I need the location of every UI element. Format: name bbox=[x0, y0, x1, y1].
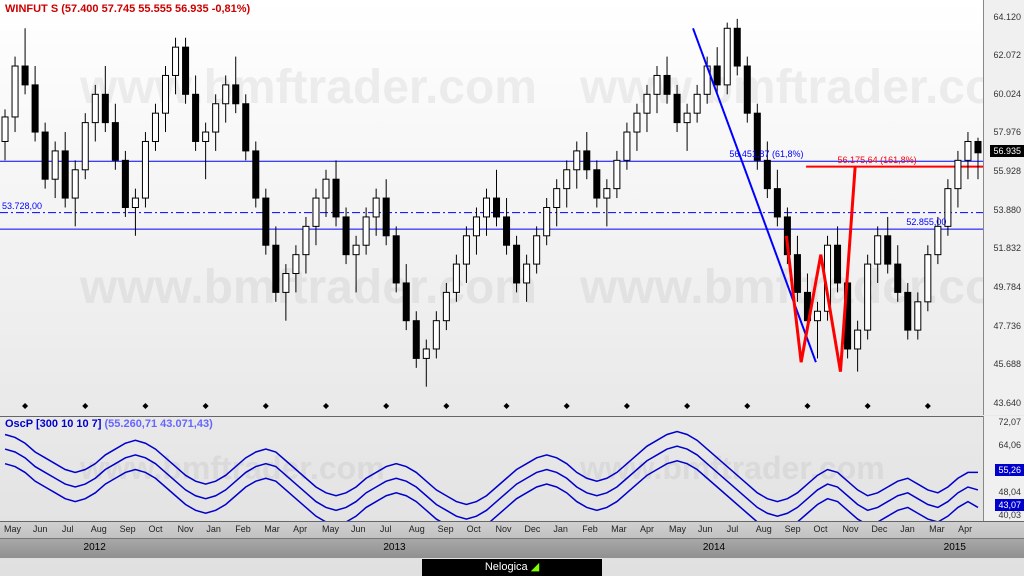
brand-accent-icon: ◢ bbox=[528, 561, 540, 573]
month-labels: MayJunJulAugSepOctNovJanFebMarAprMayJunJ… bbox=[0, 522, 1024, 538]
brand-logo: Nelogica ◢ bbox=[422, 559, 602, 576]
time-x-axis: MayJunJulAugSepOctNovJanFebMarAprMayJunJ… bbox=[0, 521, 1024, 557]
oscillator-panel[interactable] bbox=[0, 416, 983, 521]
chart-container: www.bmftrader.com www.bmftrader.com www.… bbox=[0, 0, 1024, 576]
brand-text: Nelogica bbox=[485, 561, 528, 573]
ohlc-values: (57.400 57.745 55.555 56.935 -0,81%) bbox=[61, 3, 250, 15]
year-labels: 2012201320142015 bbox=[0, 538, 1024, 558]
symbol-name: WINFUT S bbox=[5, 3, 58, 15]
oscillator-lines bbox=[0, 417, 983, 522]
osc-values: (55.260,71 43.071,43) bbox=[105, 418, 213, 430]
price-y-axis: 64.12062.07260.02457.97655.92853.88051.8… bbox=[983, 0, 1024, 415]
drawn-lines-layer bbox=[0, 0, 983, 415]
main-price-chart[interactable]: 56.451,87 (61,8%)53.728,0052.855,0056.17… bbox=[0, 0, 983, 415]
osc-params: [300 10 10 7] bbox=[36, 418, 101, 430]
osc-name: OscP bbox=[5, 418, 33, 430]
oscillator-y-axis: 72,0764,0656,0548,0440,0355,2643,07 bbox=[983, 416, 1024, 521]
symbol-header: WINFUT S (57.400 57.745 55.555 56.935 -0… bbox=[5, 3, 250, 15]
oscillator-header: OscP [300 10 10 7] (55.260,71 43.071,43) bbox=[5, 418, 213, 430]
